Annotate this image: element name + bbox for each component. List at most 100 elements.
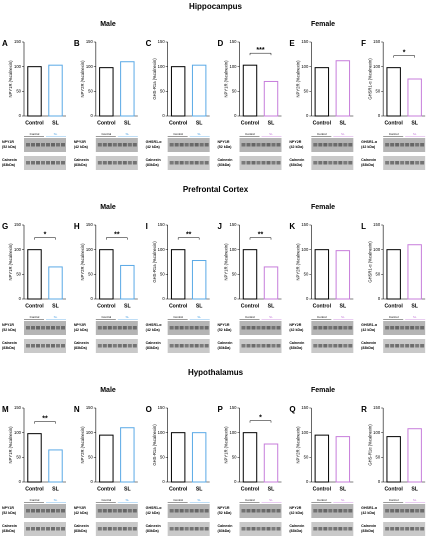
panel-letter: H	[74, 222, 80, 231]
bar	[48, 64, 63, 117]
blot-band	[390, 509, 395, 513]
blot-band	[107, 326, 112, 330]
x-tick-label: Control	[169, 303, 188, 309]
panel-letter: R	[361, 405, 367, 414]
blot-header: Control	[173, 315, 183, 319]
blot-image	[95, 156, 138, 170]
blot-band	[328, 161, 333, 165]
blot-header: Control	[317, 315, 327, 319]
bar	[242, 432, 258, 483]
bar	[191, 432, 207, 483]
blot-band	[256, 161, 261, 165]
blot-band	[348, 161, 353, 165]
blot-label: Calnexin	[74, 341, 89, 345]
blot-band	[122, 509, 127, 513]
y-tick-label: 0	[90, 479, 93, 484]
bar	[407, 244, 422, 300]
blot-band	[405, 326, 410, 330]
blot-band	[261, 527, 266, 531]
significance-bracket	[249, 237, 272, 240]
y-axis-label: GHS-R1a (%calnexin)	[152, 424, 157, 466]
blot-band	[420, 326, 425, 330]
blot-band	[266, 161, 271, 165]
blot-band	[174, 527, 179, 531]
blot-band	[184, 326, 189, 330]
significance-bracket	[249, 52, 272, 56]
x-tick-label: Control	[384, 120, 403, 126]
y-tick-label: 50	[375, 454, 380, 459]
bar	[335, 250, 351, 300]
bar	[242, 64, 258, 117]
significance-label: **	[258, 232, 264, 239]
blot-label: NPY2R	[289, 506, 301, 510]
blot-band	[251, 161, 256, 165]
blot-label: GHSR1-α	[146, 140, 163, 144]
panel-letter: J	[218, 222, 222, 231]
blot-band	[385, 344, 390, 348]
blot-band	[271, 161, 276, 165]
blot-band	[51, 161, 55, 165]
blot-label: (83kDa)	[218, 346, 232, 350]
blot-band	[107, 143, 112, 147]
blot-label: Calnexin	[218, 341, 233, 345]
blot-header: SL	[54, 132, 58, 136]
section-title: Prefrontal Cortex	[183, 185, 249, 194]
blot-band	[122, 344, 127, 348]
blot-band	[102, 161, 107, 165]
blot-band	[261, 143, 266, 147]
x-tick-label: Control	[25, 120, 44, 126]
y-tick-label: 100	[301, 247, 309, 252]
x-tick-label: Control	[313, 486, 332, 492]
x-tick-label: SL	[52, 120, 59, 126]
y-tick-label: 0	[306, 296, 309, 301]
blot-header: Control	[389, 132, 399, 136]
significance-label: *	[403, 49, 406, 56]
blot-band	[251, 344, 256, 348]
blot-label: (52 kDa)	[218, 328, 233, 332]
blot-header: Control	[389, 498, 399, 502]
blot-band	[276, 527, 281, 531]
blot-band	[127, 527, 132, 531]
blot-band	[266, 527, 271, 531]
blot-header: Control	[245, 498, 255, 502]
blot-band	[199, 161, 204, 165]
blot-band	[338, 143, 343, 147]
panel-letter: Q	[289, 405, 295, 414]
blot-band	[132, 161, 137, 165]
blot-band	[390, 326, 395, 330]
blot-band	[256, 509, 261, 513]
bar	[314, 67, 330, 117]
blot-band	[246, 326, 251, 330]
blot-band	[46, 161, 50, 165]
y-tick-label: 100	[14, 430, 22, 435]
blot-band	[112, 143, 117, 147]
y-tick-label: 150	[158, 405, 166, 410]
blot-band	[199, 344, 204, 348]
bar	[27, 433, 42, 483]
blot-header: Control	[317, 498, 327, 502]
blot-band	[56, 509, 60, 513]
y-tick-label: 150	[230, 222, 238, 227]
blot-band	[26, 161, 30, 165]
blot-band	[56, 344, 60, 348]
y-axis-label: GHSR1-α (%calnexin)	[367, 241, 372, 283]
blot-band	[395, 161, 400, 165]
y-tick-label: 150	[14, 405, 22, 410]
panel-letter: O	[146, 405, 152, 414]
blot-band	[194, 509, 199, 513]
y-tick-label: 50	[88, 454, 93, 459]
blot-band	[204, 527, 209, 531]
blot-label: (52 kDa)	[2, 145, 17, 149]
bar	[335, 60, 351, 117]
x-tick-label: Control	[384, 486, 403, 492]
blot-band	[169, 161, 174, 165]
y-tick-label: 50	[88, 88, 93, 93]
blot-label: NPY1R	[218, 506, 230, 510]
blot-band	[256, 143, 261, 147]
blot-band	[61, 527, 65, 531]
blot-band	[61, 143, 65, 147]
blot-band	[385, 509, 390, 513]
bar	[191, 64, 207, 117]
blot-band	[323, 326, 328, 330]
blot-band	[112, 161, 117, 165]
